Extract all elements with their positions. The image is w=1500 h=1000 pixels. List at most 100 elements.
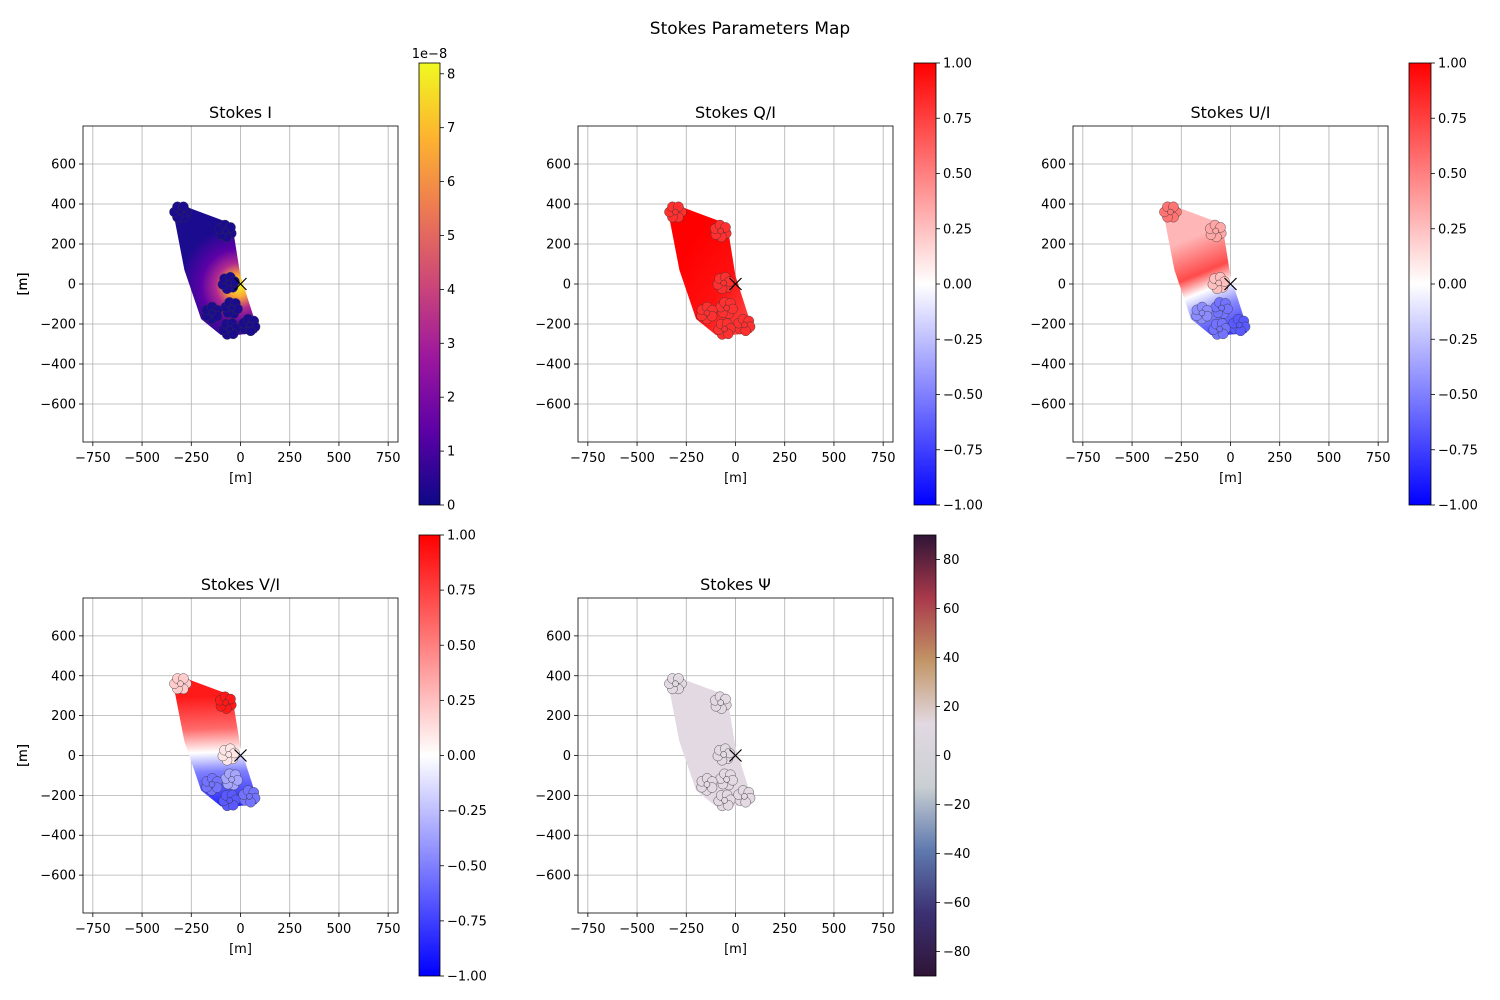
antenna-marker <box>226 325 233 333</box>
core-x-marker <box>1224 277 1237 291</box>
colorbar-tick-label: 0 <box>447 499 455 514</box>
station-cluster <box>709 691 732 714</box>
x-tick-label: 0 <box>236 922 244 937</box>
x-axis-label: [m] <box>724 471 747 486</box>
colorbar-tick-label: −0.25 <box>447 804 487 819</box>
colorbar-tick-label: 1.00 <box>943 57 972 72</box>
x-tick-label: 500 <box>327 451 352 466</box>
station-cluster <box>1159 201 1182 223</box>
antenna-marker <box>225 279 232 287</box>
antenna-marker <box>246 321 253 329</box>
antenna-marker <box>741 321 748 329</box>
antenna-marker <box>228 776 235 783</box>
colorbar-tick-label: 4 <box>447 283 455 298</box>
station-cluster <box>715 297 738 319</box>
x-tick-label: 0 <box>731 451 739 466</box>
station-cluster <box>709 219 732 243</box>
panel-3: −750 −500 −250 0 250 500 7506004002000−200−400… <box>16 57 1478 514</box>
x-tick-label: −750 <box>570 451 606 466</box>
antenna-marker <box>246 793 253 800</box>
y-axis-label: [m] <box>16 273 31 296</box>
colorbar-tick-label: −60 <box>943 896 970 911</box>
y-tick-label: −400 <box>535 829 571 844</box>
core-x-marker <box>234 749 247 762</box>
x-axis-label: [m] <box>1219 471 1242 486</box>
station-cluster <box>712 743 735 766</box>
colorbar-tick-label: −0.25 <box>943 333 983 348</box>
colorbar-tick-label: −1.00 <box>1438 499 1478 514</box>
core-x-marker <box>729 749 742 762</box>
y-tick-label: 0 <box>563 749 571 764</box>
y-tick-label: −600 <box>1030 398 1066 413</box>
station-cluster <box>238 785 261 808</box>
figure-title: Stokes Parameters Map <box>650 19 850 39</box>
x-tick-label: −500 <box>1114 451 1150 466</box>
colorbar-tick-label: 0.00 <box>447 749 476 764</box>
colorbar-tick-label: −0.50 <box>1438 388 1478 403</box>
y-tick-label: 400 <box>546 198 571 213</box>
station-cluster <box>220 297 243 319</box>
y-axis-label: [m] <box>16 273 31 296</box>
y-axis-label: [m] <box>16 273 31 296</box>
x-tick-label: 750 <box>376 451 401 466</box>
colorbar-tick-label: 0.50 <box>943 167 972 182</box>
y-tick-label: −200 <box>40 789 76 804</box>
x-tick-label: −750 <box>75 451 111 466</box>
colorbar-tick-label: 20 <box>943 700 960 715</box>
colorbar-tick-label: 1 <box>447 445 455 460</box>
colorbar-tick-label: 0.25 <box>943 222 972 237</box>
x-tick-label: −250 <box>668 922 704 937</box>
colorbar-tick-label: 0.50 <box>1438 167 1467 182</box>
x-tick-label: −500 <box>619 922 655 937</box>
station-cluster <box>169 673 192 695</box>
station-cluster <box>1204 219 1227 243</box>
antenna-marker <box>208 309 216 317</box>
panel-title: Stokes I <box>209 103 272 122</box>
station-cluster <box>713 789 736 812</box>
panel-2: −750 −500 −250 0 250 500 7506004002000−200−400… <box>16 57 983 514</box>
y-tick-label: 400 <box>546 669 571 684</box>
colorbar-tick-label: 2 <box>447 391 455 406</box>
colorbar-tick-label: −0.75 <box>1438 443 1478 458</box>
x-axis-label: [m] <box>229 471 252 486</box>
antenna-marker <box>1215 279 1222 287</box>
antenna-marker <box>208 781 216 788</box>
colorbar-tick-label: 0.75 <box>943 112 972 127</box>
x-tick-label: 250 <box>1267 451 1292 466</box>
antenna-marker <box>1236 321 1243 329</box>
antenna-marker <box>672 208 679 216</box>
colorbar-tick-label: 6 <box>447 175 455 190</box>
x-tick-label: −500 <box>124 922 160 937</box>
antenna-marker <box>703 309 711 317</box>
x-tick-label: 500 <box>822 922 847 937</box>
x-tick-label: 0 <box>731 922 739 937</box>
antenna-marker <box>721 797 728 804</box>
y-tick-label: 600 <box>546 158 571 173</box>
antenna-marker <box>1167 208 1174 216</box>
y-tick-label: 0 <box>1058 278 1066 293</box>
colorbar-tick-label: 0.00 <box>1438 278 1467 293</box>
antenna-marker <box>1218 304 1225 312</box>
antenna-marker <box>720 279 727 287</box>
y-tick-label: 200 <box>546 238 571 253</box>
station-cluster <box>715 768 738 791</box>
x-tick-label: −500 <box>124 451 160 466</box>
colorbar <box>1408 62 1432 506</box>
y-tick-label: −400 <box>40 829 76 844</box>
colorbar-tick-label: −0.50 <box>447 859 487 874</box>
x-tick-label: −750 <box>1065 451 1101 466</box>
station-cluster <box>1210 297 1233 319</box>
antenna-marker <box>222 227 229 235</box>
x-tick-label: 750 <box>871 922 896 937</box>
colorbar-exponent: 1e−8 <box>412 47 447 62</box>
colorbar <box>913 62 937 506</box>
antenna-marker <box>723 776 730 783</box>
colorbar-tick-label: −0.75 <box>447 914 487 929</box>
station-cluster <box>238 313 261 337</box>
station-cluster <box>201 773 223 796</box>
station-cluster <box>713 318 736 340</box>
colorbar-tick-label: 1.00 <box>1438 57 1467 72</box>
x-tick-label: −750 <box>570 922 606 937</box>
y-tick-label: 200 <box>546 709 571 724</box>
